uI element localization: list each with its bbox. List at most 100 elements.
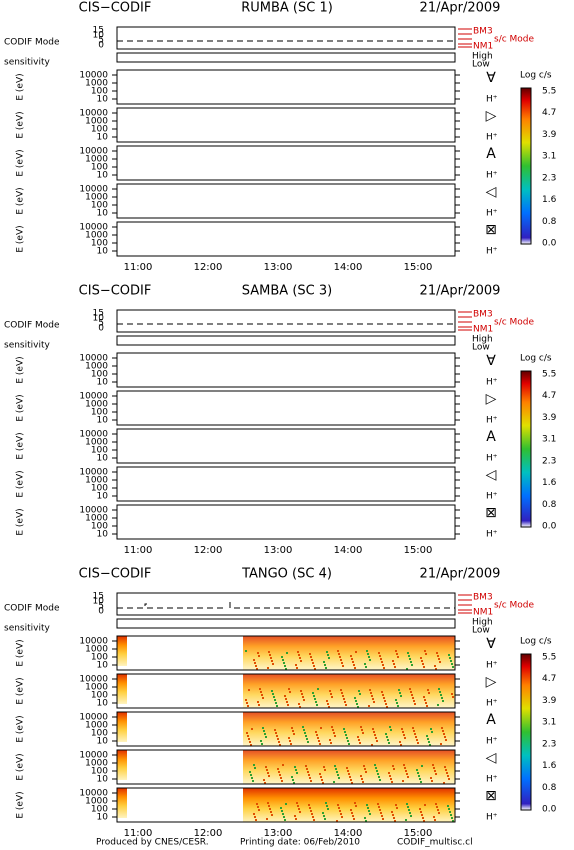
spectrogram-speck — [298, 808, 300, 810]
spectrogram-speck — [328, 657, 330, 659]
spectrogram-speck — [279, 774, 281, 776]
spectrogram-speck — [360, 726, 362, 728]
spectrogram-speck — [354, 802, 356, 804]
colorbar-tick-label: 0.0 — [542, 522, 557, 532]
spectrogram-speck — [264, 782, 266, 784]
energy-tick-label: 100 — [91, 201, 108, 211]
spectrogram-speck — [271, 690, 273, 692]
spectrogram-frame — [116, 352, 456, 388]
spectrogram-speck — [316, 704, 318, 706]
spectrogram-speck — [441, 727, 443, 729]
spectrogram-speck — [439, 691, 441, 693]
mode-tick-label: 0 — [98, 41, 104, 51]
spectrogram-speck — [282, 813, 284, 815]
spectrogram-speck — [447, 775, 449, 777]
spectrogram-speck — [385, 733, 387, 735]
sensitivity-low: Low — [472, 60, 490, 70]
species-ion: H⁺ — [486, 813, 498, 823]
energy-tick-label: 100 — [91, 767, 108, 777]
spectrogram-speck — [319, 743, 321, 745]
spectrogram-speck — [277, 768, 279, 770]
spectrogram-speck — [306, 768, 308, 770]
spectrogram-speck — [255, 819, 257, 821]
spectrogram-speck — [312, 816, 314, 818]
spectrogram-speck — [289, 740, 291, 742]
spectrogram-speck — [275, 702, 277, 704]
energy-tick-label: 100 — [91, 408, 108, 418]
colorbar-tick-label: 0.0 — [542, 805, 557, 815]
spectrogram-frame — [116, 390, 456, 426]
spectrogram-speck — [318, 740, 320, 742]
spectrogram-speck — [267, 667, 269, 669]
spectrogram-speck — [357, 706, 359, 708]
colorbar-tick-label: 4.7 — [542, 108, 556, 118]
footer-text: Produced by CNES/CESR. — [96, 838, 209, 848]
spectrogram-speck — [296, 772, 298, 774]
spectrogram-speck — [257, 701, 259, 703]
time-tick-label: 11:00 — [124, 545, 153, 556]
spectrogram-speck — [339, 656, 341, 658]
energy-axis-label: E (eV) — [16, 639, 26, 666]
spectrogram-speck — [291, 727, 293, 729]
spectrogram-speck — [367, 653, 369, 655]
spectrogram-speck — [399, 692, 401, 694]
spectrogram-speck — [365, 820, 367, 822]
spectrogram-speck — [383, 697, 385, 699]
spectrogram-speck — [248, 689, 250, 691]
species-symbol: A — [486, 146, 496, 162]
spectrogram-speck — [305, 735, 307, 737]
spectrogram-speck — [362, 732, 364, 734]
energy-tick-label: 10000 — [79, 713, 108, 723]
spectrogram-speck — [254, 662, 256, 664]
spectrogram-speck — [311, 659, 313, 661]
spectrogram-speck — [380, 812, 382, 814]
sc-mode-bottom: NM1 — [473, 325, 493, 335]
colorbar — [520, 370, 532, 528]
spectrogram-speck — [392, 660, 394, 662]
time-tick-label: 15:00 — [404, 545, 433, 556]
spectrogram-speck — [269, 654, 271, 656]
instrument: CIS−CODIF — [79, 1, 152, 16]
spectrogram-speck — [422, 663, 424, 665]
footer-text: Printing date: 06/Feb/2010 — [240, 838, 360, 848]
spectrogram-speck — [409, 688, 411, 690]
spectrogram-speck — [372, 728, 374, 730]
spectrogram-speck — [451, 693, 453, 695]
spectrogram-speck — [253, 813, 255, 815]
spectrogram-speck — [306, 738, 308, 740]
spectrogram-speck — [313, 665, 315, 667]
spectrogram-speck — [412, 727, 414, 729]
spectrogram-speck — [300, 660, 302, 662]
spectrogram-speck — [343, 698, 345, 700]
spectrogram-speck — [359, 693, 361, 695]
spectrogram-speck — [368, 810, 370, 812]
energy-axis-label: E (eV) — [16, 753, 26, 780]
spectrogram-speck — [426, 705, 428, 707]
energy-tick-label: 1000 — [85, 514, 108, 524]
spectrogram-speck — [353, 664, 355, 666]
spectrogram-speck — [434, 819, 436, 821]
spectrogram-speck — [340, 659, 342, 661]
spectrogram-speck — [435, 803, 437, 805]
spectrogram-speck — [409, 812, 411, 814]
spectrogram-speck — [423, 820, 425, 822]
time-tick-label: 14:00 — [334, 262, 363, 273]
spectrogram-speck — [439, 661, 441, 663]
sc-mode-bottom: NM1 — [473, 42, 493, 52]
spectrogram-speck — [380, 658, 382, 660]
spectrogram-speck — [331, 696, 333, 698]
spectrogram-speck — [410, 661, 412, 663]
energy-tick-label: 10 — [97, 813, 109, 823]
spectrogram-speck — [393, 663, 395, 665]
spectrogram-speck — [344, 731, 346, 733]
spectrogram-speck — [323, 815, 325, 817]
spectrogram-speck — [299, 811, 301, 813]
species-ion: H⁺ — [486, 454, 498, 464]
spectrogram-speck — [265, 766, 267, 768]
sensitivity-low: Low — [472, 626, 490, 636]
spectrogram-speck — [448, 778, 450, 780]
spectrogram-speck — [421, 765, 423, 767]
spectrogram-speck — [302, 696, 304, 698]
spectrogram-speck — [251, 777, 253, 779]
energy-tick-label: 100 — [91, 653, 108, 663]
